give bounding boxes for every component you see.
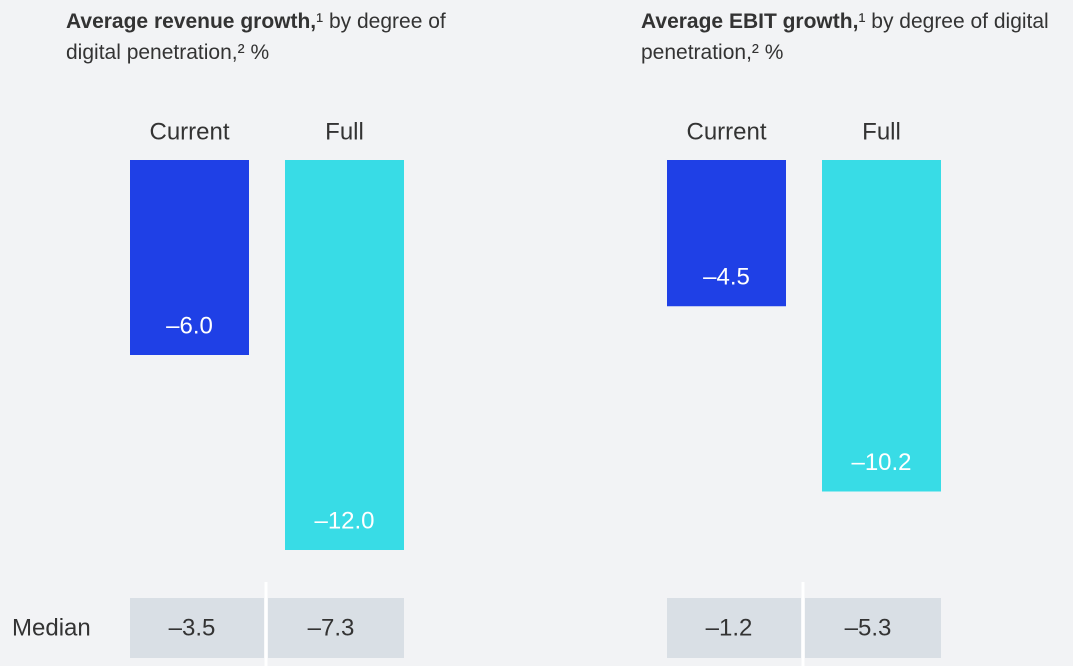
title-main: Average revenue growth,: [66, 10, 317, 33]
bar: [822, 160, 941, 492]
category-label: Full: [325, 118, 364, 145]
category-label: Full: [862, 118, 901, 145]
median-row-label: Median: [12, 614, 91, 641]
value-label: –4.5: [703, 264, 750, 291]
bar: [667, 160, 786, 307]
median-box: [805, 598, 941, 658]
median-box: [667, 598, 801, 658]
value-label: –12.0: [314, 507, 374, 534]
value-label: –6.0: [166, 312, 213, 339]
median-value: –1.2: [706, 614, 753, 641]
title-main: Average EBIT growth,: [641, 10, 859, 33]
median-value: –5.3: [845, 614, 892, 641]
median-value: –7.3: [308, 614, 355, 641]
chart-title: Average EBIT growth,¹ by degree of digit…: [641, 6, 1071, 68]
category-label: Current: [686, 118, 766, 145]
median-box: [130, 598, 264, 658]
title-sub: ¹ by degree of digital penetration,² %: [641, 10, 1049, 64]
bar: [130, 160, 249, 355]
median-value: –3.5: [169, 614, 216, 641]
bar: [285, 160, 404, 550]
median-box: [268, 598, 404, 658]
chart-title: Average revenue growth,¹ by degree of di…: [66, 6, 496, 68]
title-sub: ¹ by degree of digital penetration,² %: [66, 10, 446, 64]
value-label: –10.2: [851, 449, 911, 476]
category-label: Current: [149, 118, 229, 145]
